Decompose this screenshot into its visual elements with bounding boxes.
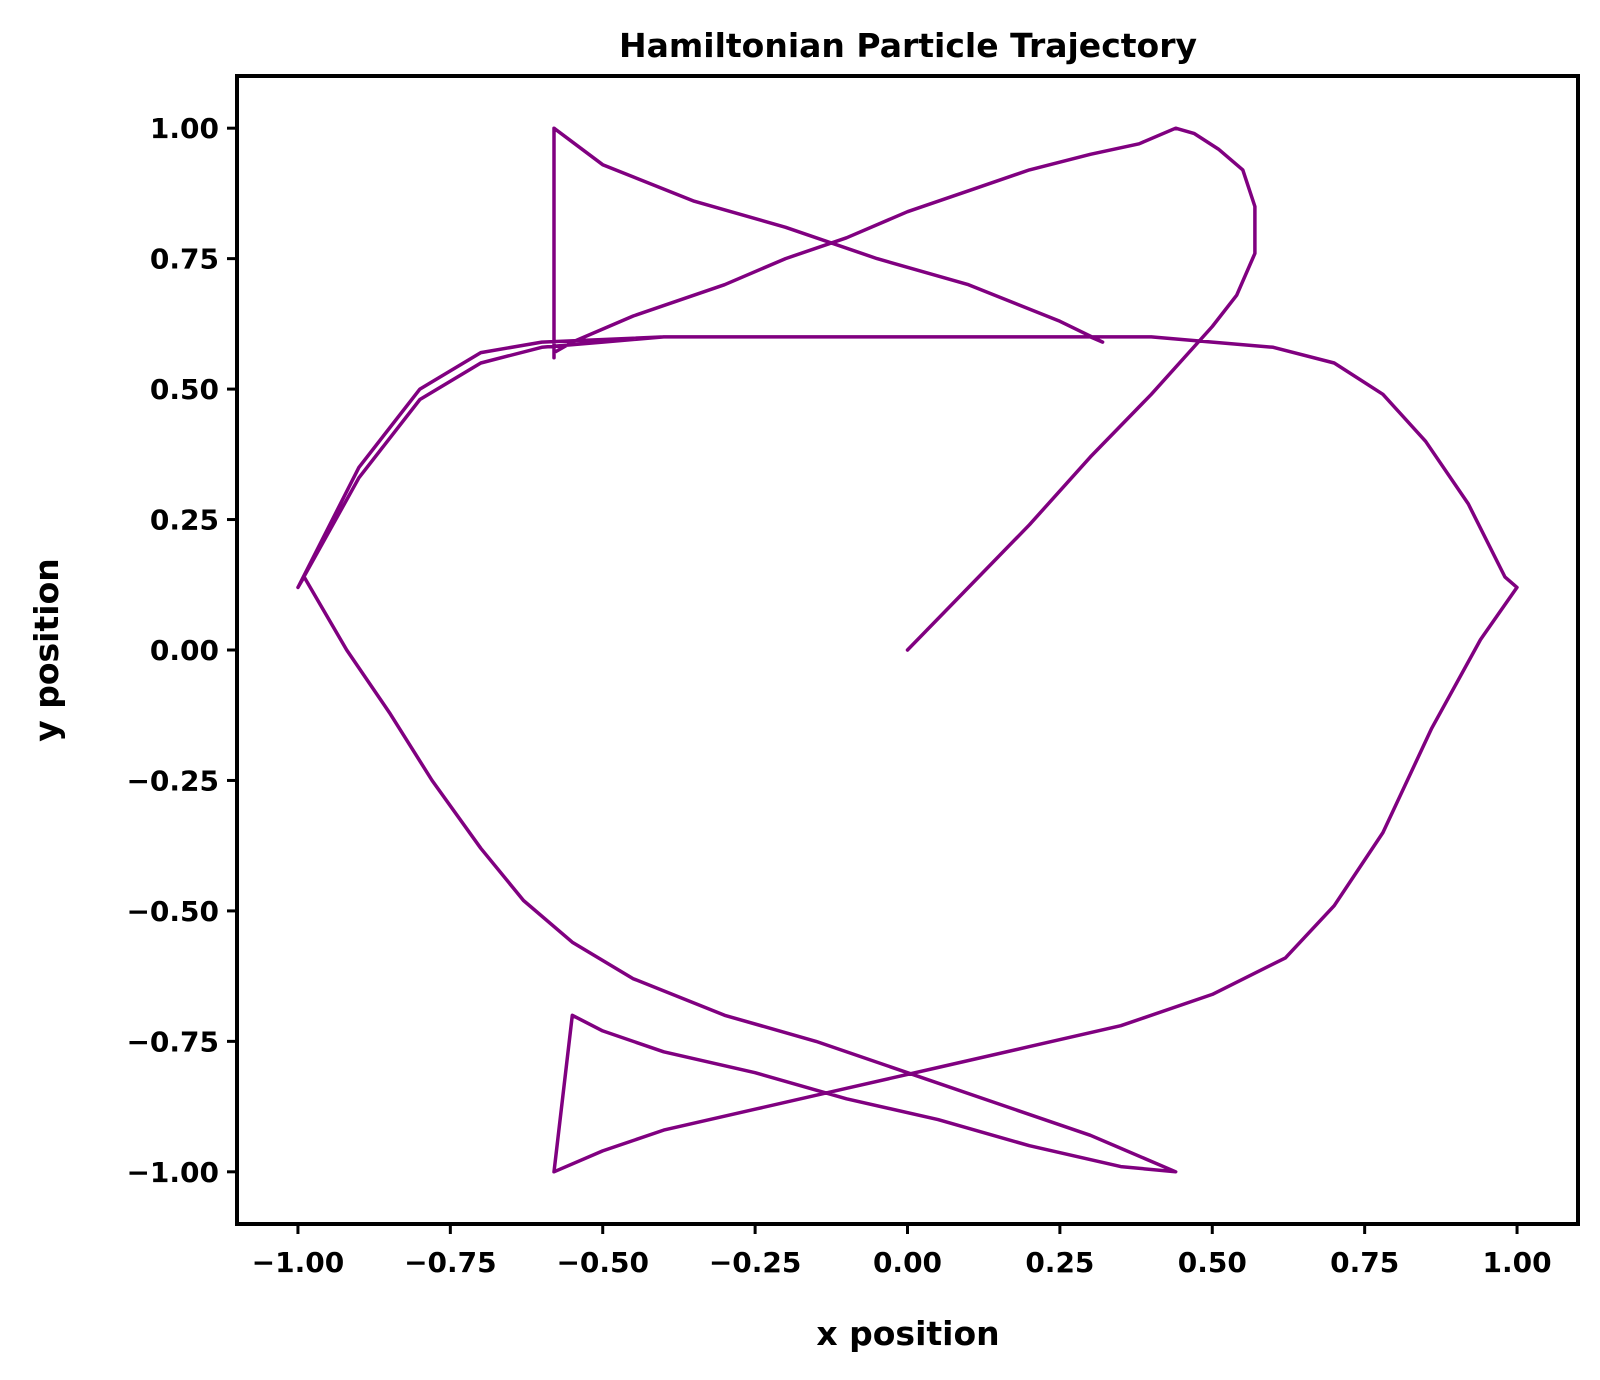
y-tick-label: 0.00 [150, 634, 219, 667]
x-tick-label: 0.00 [873, 1246, 942, 1279]
y-tick-label: 0.75 [150, 243, 219, 276]
y-tick-label: 1.00 [150, 112, 219, 145]
plot-area [296, 126, 1519, 1174]
y-tick-label: −0.50 [126, 895, 219, 928]
plot-frame [235, 74, 1580, 1226]
x-tick-label: 0.25 [1025, 1246, 1094, 1279]
x-tick-label: −1.00 [252, 1246, 345, 1279]
x-tick-label: 1.00 [1482, 1246, 1551, 1279]
x-tick-label: 0.50 [1178, 1246, 1247, 1279]
x-axis-label: x position [816, 1314, 999, 1353]
y-tick-label: −1.00 [126, 1156, 219, 1189]
trajectory-line-0 [296, 126, 1519, 1174]
y-axis-label: y position [27, 558, 66, 742]
y-tick-label: 0.50 [150, 373, 219, 406]
y-tick-label: −0.25 [126, 764, 219, 797]
axis-ticks: −1.00 −0.75 −0.50 −0.25 0.00 0.25 0.50 0.75 1.00… [126, 112, 1551, 1279]
chart-title: Hamiltonian Particle Trajectory [619, 26, 1197, 65]
x-tick-label: −0.50 [556, 1246, 649, 1279]
y-tick-label: 0.25 [150, 504, 219, 537]
x-tick-label: 0.75 [1330, 1246, 1399, 1279]
x-tick-label: −0.25 [709, 1246, 802, 1279]
x-tick-label: −0.75 [404, 1246, 497, 1279]
y-tick-label: −0.75 [126, 1025, 219, 1058]
